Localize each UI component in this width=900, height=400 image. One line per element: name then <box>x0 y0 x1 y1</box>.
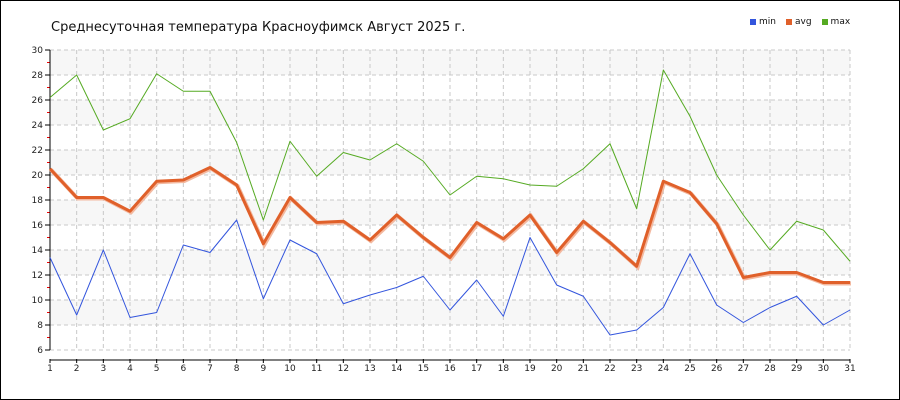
x-tick-label: 28 <box>764 364 776 374</box>
x-tick-label: 23 <box>631 364 642 374</box>
x-tick-label: 20 <box>551 364 563 374</box>
x-tick-label: 29 <box>791 364 803 374</box>
x-tick-label: 22 <box>604 364 615 374</box>
x-tick-label: 17 <box>471 364 482 374</box>
x-tick-label: 24 <box>658 364 670 374</box>
y-tick-label: 6 <box>37 346 43 356</box>
legend-label-avg: avg <box>794 17 812 27</box>
x-tick-label: 16 <box>444 364 456 374</box>
x-tick-label: 12 <box>338 364 349 374</box>
legend-swatch-avg <box>785 19 792 25</box>
series-line-min <box>49 219 851 336</box>
grid-band <box>50 50 850 75</box>
y-tick-label: 8 <box>37 321 43 331</box>
x-tick-label: 19 <box>524 364 536 374</box>
x-tick-label: 10 <box>284 364 296 374</box>
legend-item-avg: avg <box>785 17 812 27</box>
x-tick-label: 7 <box>207 364 213 374</box>
y-tick-label: 20 <box>32 171 44 181</box>
x-tick-label: 31 <box>844 364 855 374</box>
legend-swatch-min <box>750 19 756 25</box>
x-tick-label: 9 <box>260 364 266 374</box>
x-tick-label: 25 <box>684 364 695 374</box>
x-tick-label: 5 <box>154 364 160 374</box>
y-tick-label: 10 <box>32 296 44 306</box>
x-tick-label: 4 <box>127 364 133 374</box>
legend-item-max: max <box>821 17 851 27</box>
y-tick-label: 16 <box>32 221 44 231</box>
x-tick-label: 27 <box>738 364 749 374</box>
y-tick-label: 26 <box>32 96 44 106</box>
x-tick-label: 26 <box>711 364 723 374</box>
series-line-max <box>49 69 851 262</box>
x-tick-label: 14 <box>391 364 403 374</box>
y-tick-label: 28 <box>32 71 44 81</box>
y-tick-label: 18 <box>32 196 44 206</box>
x-tick-label: 15 <box>418 364 429 374</box>
x-tick-label: 18 <box>498 364 510 374</box>
series-line-avg <box>48 166 850 284</box>
x-tick-label: 13 <box>364 364 375 374</box>
x-tick-label: 2 <box>74 364 80 374</box>
y-tick-label: 24 <box>32 121 44 131</box>
x-tick-label: 21 <box>578 364 589 374</box>
legend-item-min: min <box>750 17 776 27</box>
x-tick-label: 8 <box>234 364 240 374</box>
legend: min avg max <box>750 17 850 27</box>
legend-swatch-max <box>821 19 828 25</box>
y-tick-label: 14 <box>32 246 44 256</box>
legend-label-min: min <box>759 17 776 27</box>
x-tick-label: 11 <box>311 364 322 374</box>
x-tick-label: 6 <box>180 364 186 374</box>
legend-label-max: max <box>830 17 851 27</box>
x-tick-label: 3 <box>100 364 106 374</box>
y-tick-label: 22 <box>32 146 43 156</box>
y-tick-label: 30 <box>32 46 44 56</box>
y-tick-label: 12 <box>32 271 43 281</box>
chart-title: Среднесуточная температура Красноуфимск … <box>51 20 466 35</box>
x-tick-label: 1 <box>47 364 53 374</box>
x-tick-label: 30 <box>818 364 830 374</box>
